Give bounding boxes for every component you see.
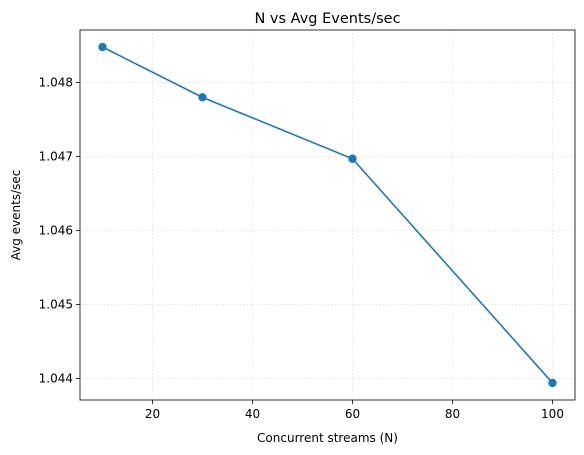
x-tick-label: 100 [541, 407, 564, 421]
x-tick-label: 20 [145, 407, 160, 421]
y-axis-label: Avg events/sec [9, 170, 23, 261]
y-tick-label: 1.047 [39, 150, 73, 164]
plot-area-frame [79, 29, 576, 401]
data-point [98, 42, 107, 52]
chart-title: N vs Avg Events/sec [254, 11, 400, 27]
x-axis-label: Concurrent streams (N) [257, 431, 398, 445]
axis-ticks: 20 40 60 80 100 1.044 1.045 1.046 1.047 1.048 [39, 76, 564, 421]
x-tick-label: 40 [245, 407, 260, 421]
y-tick-label: 1.048 [39, 76, 73, 90]
series-layer [98, 42, 557, 388]
x-tick-label: 60 [345, 407, 360, 421]
y-tick-label: 1.044 [39, 372, 73, 386]
series-line [102, 46, 554, 384]
grid [80, 30, 575, 400]
data-point [348, 154, 357, 163]
y-tick-label: 1.045 [39, 298, 73, 312]
data-point [198, 93, 207, 102]
data-point [548, 378, 557, 388]
y-tick-label: 1.046 [39, 224, 73, 238]
x-tick-label: 80 [445, 407, 460, 421]
